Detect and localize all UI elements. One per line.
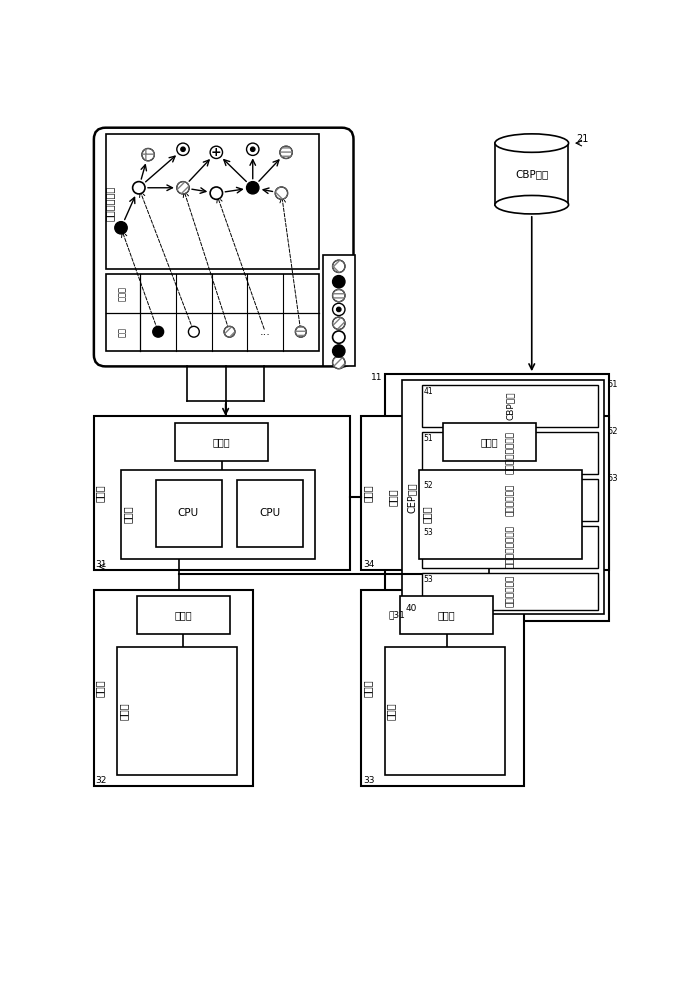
Text: CBP引擎: CBP引擎 [506, 391, 515, 420]
Text: CPU: CPU [259, 508, 280, 518]
Text: 52: 52 [607, 427, 617, 436]
Bar [400, 596, 493, 634]
Text: 服务器: 服务器 [95, 485, 105, 502]
Bar [237, 480, 303, 547]
Circle shape [333, 345, 345, 357]
Text: 管理器: 管理器 [387, 488, 398, 506]
Bar [136, 596, 229, 634]
Text: ...: ... [260, 327, 271, 337]
Text: 规则改变处理单元: 规则改变处理单元 [506, 431, 515, 474]
Circle shape [333, 260, 345, 272]
Bar [361, 416, 609, 570]
Text: CPU: CPU [178, 508, 199, 518]
Text: 处理器: 处理器 [386, 703, 395, 720]
Text: 41: 41 [423, 387, 433, 396]
Bar [422, 385, 599, 427]
Circle shape [333, 317, 345, 329]
Bar [422, 432, 599, 474]
Text: 31: 31 [95, 560, 107, 569]
Ellipse shape [495, 195, 568, 214]
Circle shape [115, 222, 127, 234]
Text: 34: 34 [363, 560, 374, 569]
Bar [422, 573, 599, 610]
Text: 53: 53 [423, 575, 433, 584]
Text: 改变部分识别单元: 改变部分识别单元 [506, 525, 515, 568]
Bar [156, 480, 222, 547]
Text: 中间状态管理: 中间状态管理 [104, 186, 114, 221]
Text: 服务器: 服务器 [362, 679, 373, 697]
Bar [121, 470, 315, 559]
Circle shape [247, 182, 259, 194]
Circle shape [333, 331, 345, 343]
Circle shape [177, 182, 189, 194]
Bar [402, 380, 604, 614]
Bar [384, 374, 609, 620]
Text: 服务器: 服务器 [362, 485, 373, 502]
Circle shape [251, 147, 255, 151]
Text: 存储器: 存储器 [480, 437, 498, 447]
Circle shape [181, 147, 185, 151]
Text: 40: 40 [405, 604, 417, 613]
Ellipse shape [495, 134, 568, 152]
Bar [442, 423, 535, 461]
Bar [117, 647, 237, 775]
Text: 53: 53 [607, 474, 617, 483]
Circle shape [333, 289, 345, 302]
Text: 51: 51 [607, 380, 617, 389]
Bar [105, 274, 318, 351]
Bar [105, 134, 318, 269]
Text: 51: 51 [423, 434, 433, 443]
Text: 事件: 事件 [118, 327, 127, 337]
Text: 处理器: 处理器 [422, 505, 432, 523]
Text: 存储器: 存储器 [438, 610, 455, 620]
Text: 处理器: 处理器 [122, 505, 132, 523]
Bar [94, 590, 253, 786]
Circle shape [210, 146, 223, 158]
Circle shape [275, 187, 287, 199]
Circle shape [247, 143, 259, 155]
Bar [175, 423, 268, 461]
Text: 21: 21 [576, 134, 588, 144]
Bar [422, 526, 599, 568]
Text: 服务器: 服务器 [118, 286, 127, 301]
Bar [384, 647, 504, 775]
Bar [361, 590, 524, 786]
Circle shape [224, 326, 235, 337]
Text: 规则比较单元: 规则比较单元 [506, 483, 515, 516]
Circle shape [280, 146, 292, 158]
Text: +: + [211, 146, 222, 159]
Circle shape [296, 326, 306, 337]
Bar [322, 255, 355, 366]
Circle shape [177, 143, 189, 155]
Text: 处理器: 处理器 [119, 703, 128, 720]
Text: CEP引擎: CEP引擎 [407, 482, 417, 513]
Bar [420, 470, 582, 559]
Text: 52: 52 [423, 481, 433, 490]
Bar [94, 416, 349, 570]
Text: 33: 33 [363, 776, 374, 785]
Text: 存储器: 存储器 [174, 610, 192, 620]
Circle shape [333, 356, 345, 369]
Bar [422, 479, 599, 521]
Circle shape [142, 148, 154, 161]
Circle shape [337, 307, 341, 312]
FancyBboxPatch shape [94, 128, 353, 366]
Text: 服务器: 服务器 [95, 679, 105, 697]
Text: 并行操作单元: 并行操作单元 [506, 575, 515, 607]
Circle shape [132, 182, 145, 194]
Text: 53: 53 [423, 528, 433, 537]
Text: 11: 11 [371, 373, 383, 382]
Circle shape [333, 276, 345, 288]
Text: 匑31: 匑31 [389, 610, 405, 619]
Text: 32: 32 [95, 776, 107, 785]
Circle shape [188, 326, 199, 337]
Circle shape [153, 326, 163, 337]
Text: 存储器: 存储器 [213, 437, 231, 447]
Text: CBP定义: CBP定义 [515, 169, 548, 179]
Circle shape [333, 303, 345, 316]
Circle shape [210, 187, 223, 199]
